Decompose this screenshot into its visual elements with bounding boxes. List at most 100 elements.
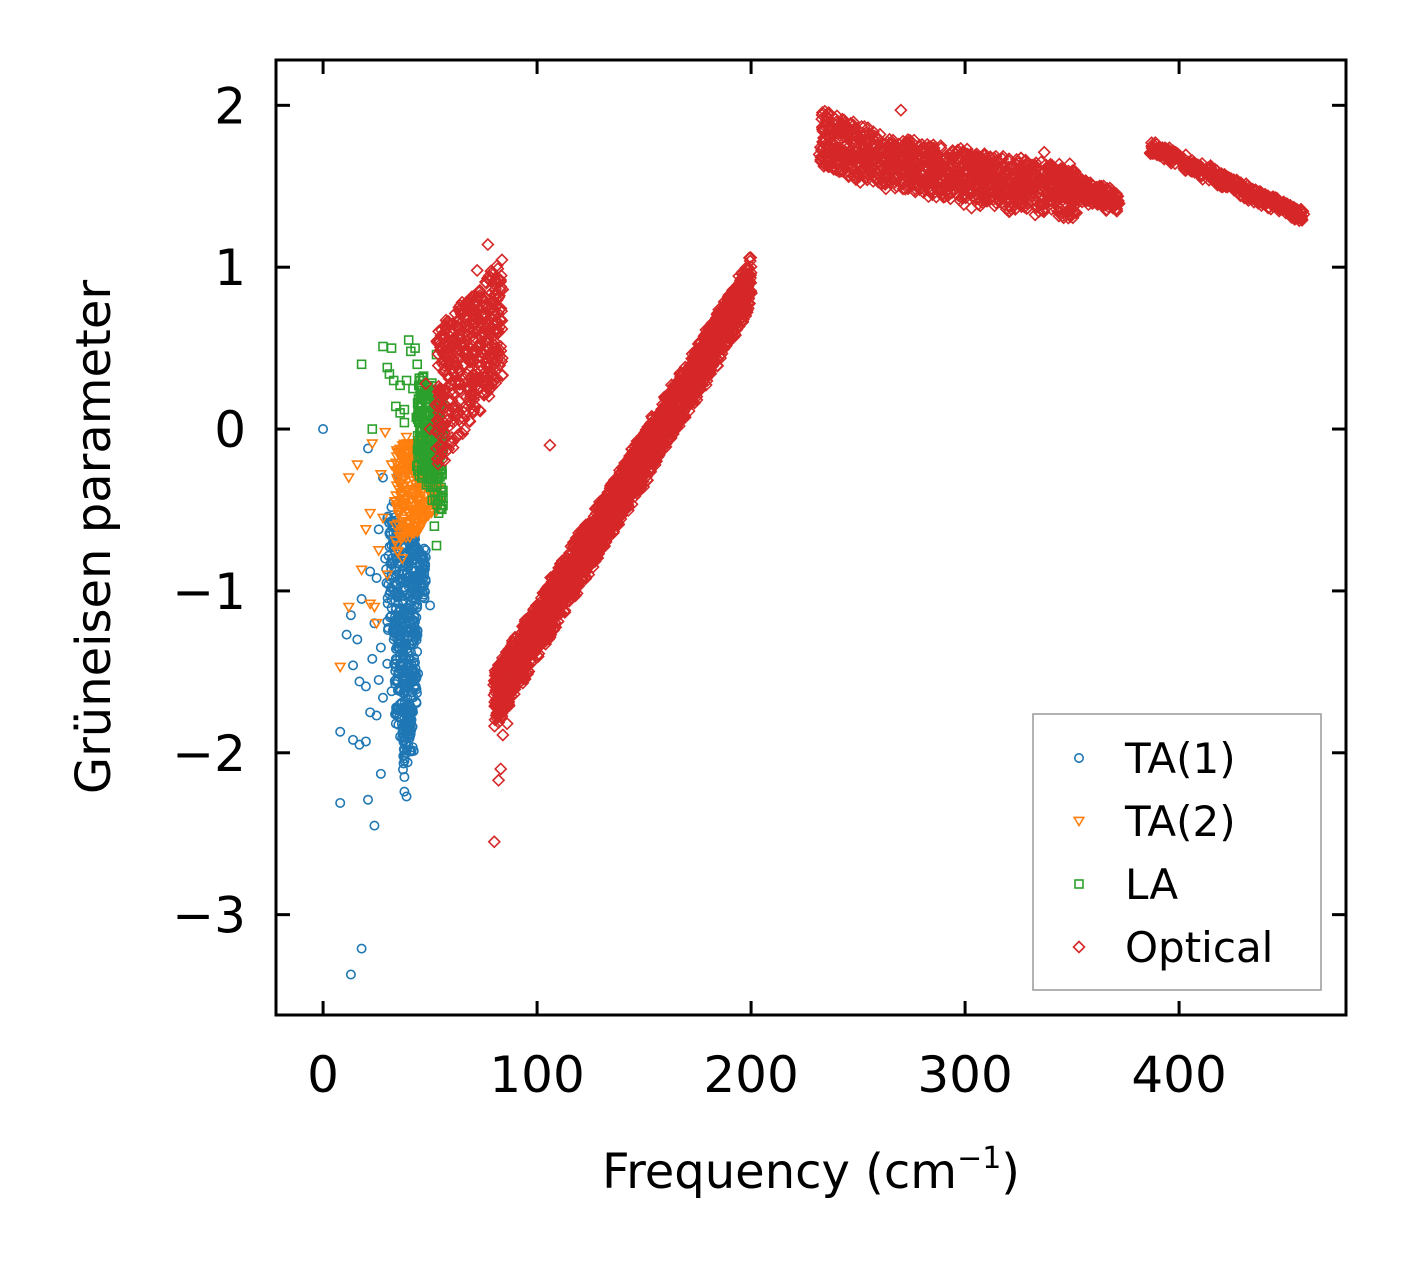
data-point-optical [438,416,452,430]
data-point-optical [539,630,553,644]
data-point-la [399,417,410,428]
data-point-optical [832,144,846,159]
data-point-ta1 [404,712,415,723]
data-point-optical [564,566,578,581]
data-point-ta1 [352,634,363,645]
data-point-ta1 [407,545,418,556]
data-point-ta2 [413,502,426,513]
data-point-optical [466,344,480,358]
data-point-optical [470,297,484,311]
data-point-optical [957,197,971,212]
data-point-optical [565,574,580,589]
data-point-optical [478,297,492,312]
data-point-optical [717,328,731,342]
data-point-optical [449,403,463,417]
data-point-optical [508,632,522,646]
data-point-optical [515,639,529,653]
data-point-ta1 [371,710,382,721]
data-point-optical [634,431,648,445]
data-point-optical [688,344,702,358]
data-point-optical [622,451,636,465]
data-point-optical [567,578,581,593]
data-point-optical [630,434,644,448]
data-point-optical [620,498,634,512]
data-point-optical [861,121,875,135]
data-point-optical [516,666,531,680]
data-point-optical [871,151,885,165]
data-point-optical [816,136,831,150]
data-point-optical [731,278,745,292]
data-point-optical [950,145,965,159]
data-point-optical [552,582,567,596]
data-point-optical [817,157,832,172]
data-point-optical [710,358,724,373]
data-point-optical [737,275,752,289]
data-point-optical [952,173,966,187]
data-point-optical [830,109,844,123]
data-point-optical [477,386,491,400]
data-point-ta2 [391,546,404,558]
data-point-la [378,341,388,352]
data-point-optical [742,297,756,311]
data-point-optical [470,324,484,338]
data-point-ta1 [395,653,406,664]
data-point-optical [497,683,511,697]
data-point-optical [454,415,468,429]
data-point-optical [706,357,721,371]
data-point-optical [464,353,478,367]
data-point-optical [626,456,640,471]
data-point-optical [639,438,653,453]
data-point-la [437,487,448,498]
data-point-optical [494,344,508,358]
data-point-optical [878,175,893,190]
data-point-optical [489,698,503,712]
data-point-la [420,386,430,396]
data-point-ta2 [370,618,383,630]
data-point-ta2 [389,521,402,532]
data-point-optical [594,540,608,554]
data-point-optical [918,152,932,166]
data-point-optical [463,391,477,405]
data-point-optical [432,379,446,394]
data-point-ta2 [363,508,377,520]
data-point-ta1 [412,602,423,613]
data-point-optical [536,634,550,648]
data-point-optical [543,578,558,592]
data-point-optical [707,355,721,369]
data-point-ta2 [381,570,394,581]
data-point-optical [448,306,462,321]
data-point-la [429,521,440,531]
data-point-optical [523,631,537,646]
data-point-optical [860,137,875,152]
data-point-optical [897,166,911,180]
data-point-optical [825,141,839,156]
data-point-optical [579,570,593,584]
data-point-optical [441,349,455,363]
data-point-ta1 [391,589,402,600]
data-point-optical [431,415,446,429]
data-point-la [420,391,431,402]
data-point-optical [433,383,447,397]
data-point-optical [608,517,622,531]
data-point-optical [577,543,591,557]
data-point-optical [823,144,838,158]
data-point-optical [726,291,740,305]
data-point-la [432,469,443,480]
data-point-optical [459,318,474,332]
data-point-optical [455,427,470,441]
data-point-optical [541,616,555,631]
data-point-la [431,540,442,551]
data-point-ta1 [385,530,396,541]
data-point-optical [668,397,683,411]
data-point-optical [673,387,687,401]
data-point-optical [861,168,875,182]
data-point-la [433,508,444,519]
data-point-la [401,375,412,386]
data-point-optical [552,601,566,615]
data-point-optical [474,358,488,372]
data-point-ta2 [374,469,388,481]
data-point-optical [849,126,863,140]
data-point-ta2 [396,554,409,565]
data-point-optical [508,640,523,654]
data-point-ta1 [417,554,428,565]
